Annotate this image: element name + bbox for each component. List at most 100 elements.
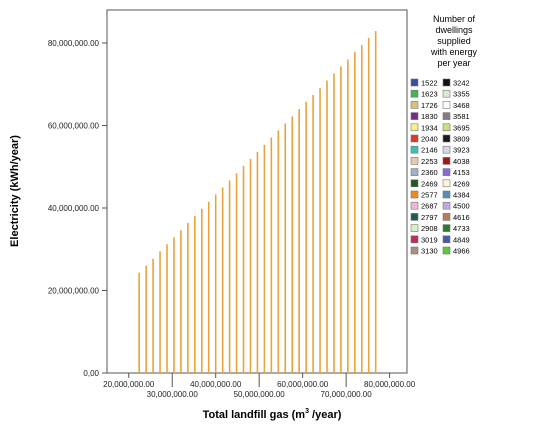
legend-label: 2469 (421, 179, 438, 188)
bar (347, 59, 349, 373)
bar (138, 272, 140, 373)
bar (277, 130, 280, 373)
legend-label: 3468 (453, 101, 470, 110)
legend-title-line: supplied (437, 36, 471, 46)
legend-label: 2146 (421, 146, 438, 155)
legend-label: 1522 (421, 79, 438, 88)
legend-swatch (442, 179, 451, 188)
legend-swatch (410, 78, 419, 87)
bar (152, 258, 154, 373)
x-axis-title-tail: /year) (309, 409, 342, 421)
legend-label: 3581 (453, 112, 470, 121)
legend-label: 2908 (421, 224, 438, 233)
legend-swatch (442, 224, 451, 232)
bar (173, 237, 175, 373)
legend-swatch (442, 101, 451, 109)
x-tick-label: 60,000,000.00 (277, 380, 329, 389)
legend-swatch (410, 246, 419, 255)
bar (367, 38, 370, 374)
x-tick-label: 40,000,000.00 (190, 380, 242, 389)
legend-swatch (410, 224, 419, 232)
legend-swatch (442, 235, 451, 244)
legend-swatch (442, 201, 451, 210)
legend-label: 2687 (421, 202, 438, 211)
legend-label: 4153 (453, 168, 470, 177)
legend-label: 1830 (421, 112, 438, 121)
legend-label: 2577 (421, 191, 438, 200)
legend-title-line: per year (437, 58, 470, 68)
legend-swatch (410, 157, 419, 165)
legend-swatch (442, 78, 451, 87)
legend-swatch (410, 134, 419, 143)
bar (256, 151, 259, 373)
bar (242, 165, 245, 373)
legend-label: 4038 (453, 157, 470, 166)
bar (263, 144, 266, 373)
bar (284, 123, 287, 373)
x-axis-title-superscript: 3 (305, 408, 309, 415)
legend-label: 4500 (453, 202, 470, 211)
x-tick-label: 30,000,000.00 (147, 390, 199, 399)
legend-swatch (410, 179, 419, 188)
bar (319, 87, 321, 374)
bar (354, 52, 356, 373)
bar (187, 222, 189, 373)
legend-swatch (442, 112, 451, 120)
bar (333, 73, 335, 373)
bar (228, 180, 231, 373)
bar (298, 109, 300, 373)
bar (291, 116, 294, 374)
legend-label: 1623 (421, 90, 438, 99)
bar (200, 208, 203, 373)
legend-swatch (442, 157, 451, 165)
x-tick-label: 70,000,000.00 (321, 390, 373, 399)
y-tick-label: 40,000,000.00 (48, 204, 100, 213)
legend-swatch (410, 190, 419, 199)
y-tick-label: 0,00 (83, 369, 99, 378)
x-tick-label: 80,000,000.00 (364, 380, 416, 389)
legend-label: 4269 (453, 179, 470, 188)
bar (207, 201, 210, 373)
legend-label: 4733 (453, 224, 470, 233)
bar (194, 215, 196, 373)
bar (214, 194, 217, 373)
y-axis-title: Electricity (kWh/year) (9, 135, 21, 247)
legend-swatch (410, 201, 419, 210)
legend-label: 4384 (453, 191, 470, 200)
y-tick-label: 80,000,000.00 (48, 39, 100, 48)
legend-swatch (442, 246, 451, 255)
bar (374, 31, 377, 373)
legend-label: 4849 (453, 235, 470, 244)
y-tick-label: 60,000,000.00 (48, 122, 100, 131)
bar (249, 158, 252, 373)
x-axis: 20,000,000.0030,000,000.0040,000,000.005… (103, 373, 416, 399)
legend-label: 2040 (421, 135, 438, 144)
legend-label: 4616 (453, 213, 470, 222)
y-tick-label: 20,000,000.00 (48, 287, 100, 296)
x-axis-title: Total landfill gas (m3 /year) (203, 408, 342, 421)
bar (159, 251, 161, 373)
legend-swatch (410, 101, 419, 109)
legend-title-line: dwellings (435, 25, 473, 35)
bar (221, 187, 224, 374)
legend-swatch (442, 168, 451, 176)
legend-swatch (410, 168, 419, 176)
bar-series (138, 31, 377, 374)
legend-label: 3019 (421, 235, 438, 244)
legend-swatch (442, 89, 451, 98)
bar (166, 244, 168, 373)
bar (270, 137, 273, 373)
legend-label: 4966 (453, 247, 470, 256)
bar (305, 101, 307, 374)
y-axis: 0,00 20,000,000.00 40,000,000.00 60,000,000… (48, 39, 107, 378)
bar (145, 265, 147, 373)
legend-label: 2360 (421, 168, 438, 177)
legend-swatch (410, 112, 419, 120)
legend-label: 3923 (453, 146, 470, 155)
legend-swatch (442, 123, 451, 132)
bar (312, 94, 314, 373)
legend-label: 1726 (421, 101, 438, 110)
legend-title-line: with energy (430, 47, 478, 57)
